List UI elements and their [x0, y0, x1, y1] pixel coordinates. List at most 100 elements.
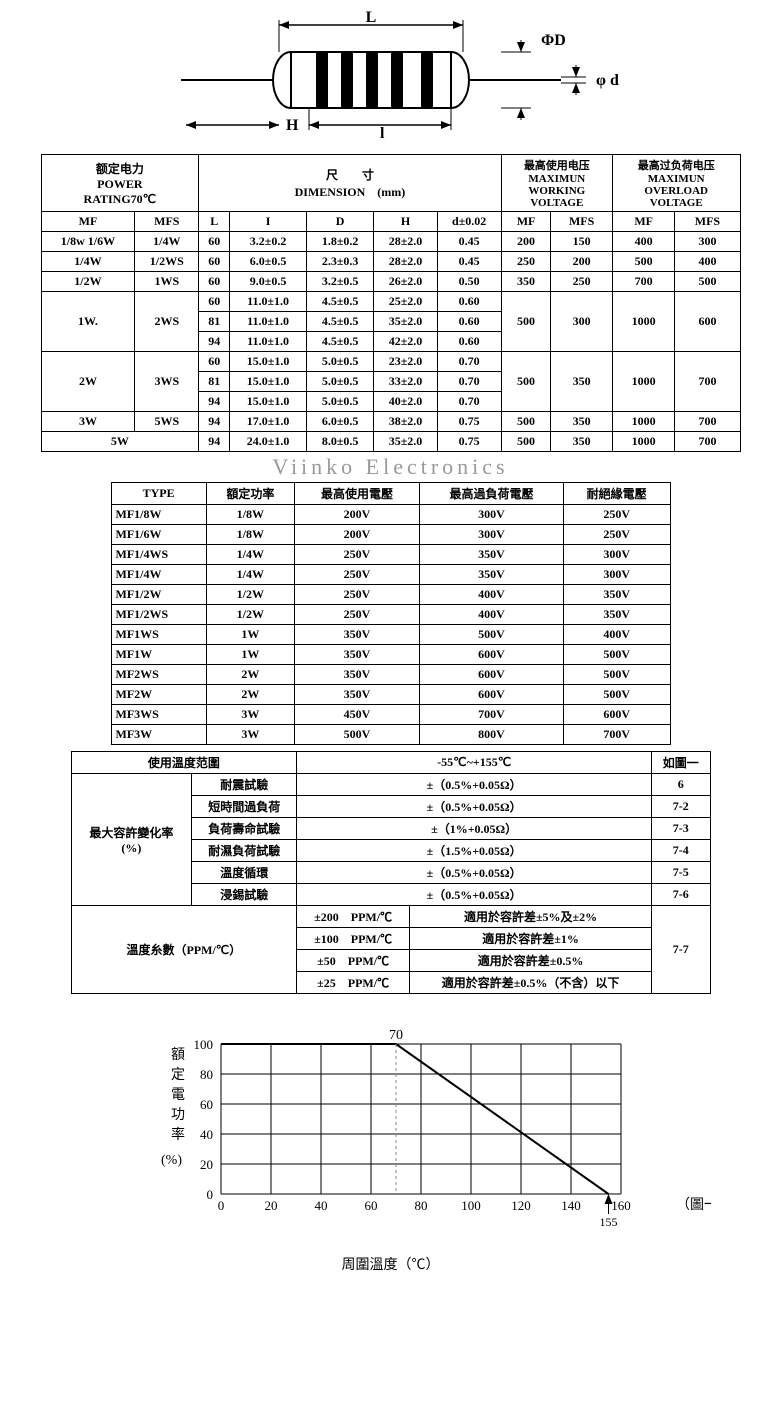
cell: 11.0±1.0 [230, 312, 307, 332]
cell: 700V [420, 705, 564, 725]
cell: 1.8±0.2 [306, 232, 374, 252]
svg-text:0: 0 [217, 1198, 224, 1213]
cell: 500V [563, 685, 670, 705]
cell: 700 [675, 352, 740, 412]
cell: 350V [294, 685, 419, 705]
cell: MF1WS [111, 625, 206, 645]
col-header: 最高使用電壓 [294, 483, 419, 505]
cell: 6.0±0.5 [306, 412, 374, 432]
cell: 500V [563, 665, 670, 685]
cell: 700V [563, 725, 670, 745]
cell: ±200 PPM/℃ [297, 906, 410, 928]
cell: 250V [563, 525, 670, 545]
cell: 0.45 [437, 252, 501, 272]
cell: 500 [501, 412, 551, 432]
cell: 500V [420, 625, 564, 645]
cell: 24.0±1.0 [230, 432, 307, 452]
col-header: L [199, 212, 230, 232]
ppm-header: 溫度糸數（PPM/℃） [71, 906, 297, 994]
cell: 1/2WS [135, 252, 199, 272]
cell: 700 [612, 272, 674, 292]
cell: 600V [420, 645, 564, 665]
cell: ±（0.5%+0.05Ω） [297, 796, 652, 818]
cell: 800V [420, 725, 564, 745]
cell: ±（1.5%+0.05Ω） [297, 840, 652, 862]
cell: 500 [501, 432, 551, 452]
cell: 9.0±0.5 [230, 272, 307, 292]
label-H: H [286, 117, 299, 134]
col-header: 最高過負荷電壓 [420, 483, 564, 505]
cell: 200V [294, 525, 419, 545]
cell: 溫度循環 [192, 862, 297, 884]
cell: 2WS [135, 292, 199, 352]
cell: 400V [420, 605, 564, 625]
cell: 0.60 [437, 332, 501, 352]
cell: 5.0±0.5 [306, 352, 374, 372]
cell: 94 [199, 392, 230, 412]
cell: 17.0±1.0 [230, 412, 307, 432]
svg-text:140: 140 [561, 1198, 581, 1213]
t3-temp-ref: 如圖一 [652, 752, 710, 774]
cell: 60 [199, 272, 230, 292]
cell: MF1/8W [111, 505, 206, 525]
marker-155: 155 [599, 1215, 617, 1229]
svg-text:0: 0 [206, 1187, 213, 1202]
cell: 350V [294, 665, 419, 685]
cell: 350 [551, 432, 613, 452]
cell: 500 [675, 272, 740, 292]
cell: 600V [420, 685, 564, 705]
ylabel: 額 定 電 功 率 (%) [161, 1047, 185, 1168]
cell: 350V [563, 605, 670, 625]
cell: 1/8W [206, 525, 294, 545]
watermark: Viinko Electronics [10, 454, 761, 480]
svg-text:定: 定 [171, 1067, 185, 1083]
t3-temp-label: 使用溫度范圍 [71, 752, 297, 774]
cell: 400V [420, 585, 564, 605]
cell: 200V [294, 505, 419, 525]
cell: 40±2.0 [374, 392, 437, 412]
cell: 250V [294, 605, 419, 625]
cell: 1/8w 1/6W [41, 232, 135, 252]
t3-temp-range: -55℃~+155℃ [297, 752, 652, 774]
cell: 0.70 [437, 372, 501, 392]
cell: 250V [563, 505, 670, 525]
cell: 81 [199, 372, 230, 392]
cell: 400 [675, 252, 740, 272]
cell: 700 [675, 432, 740, 452]
label-phid: φ d [596, 72, 619, 89]
cell: 15.0±1.0 [230, 352, 307, 372]
resistor-diagram: L ΦD φ d H l [10, 10, 761, 144]
cell: 33±2.0 [374, 372, 437, 392]
cell: 3.2±0.5 [306, 272, 374, 292]
cell: 3W [206, 725, 294, 745]
derating-chart: 70 155 100806040200 02040608010012014016… [71, 1024, 711, 1244]
cell: 0.70 [437, 392, 501, 412]
cell: 浸錫試驗 [192, 884, 297, 906]
cell: 300V [563, 545, 670, 565]
cell: ±（0.5%+0.05Ω） [297, 774, 652, 796]
cell: 4.5±0.5 [306, 312, 374, 332]
cell: 350V [294, 625, 419, 645]
cell: 2.3±0.3 [306, 252, 374, 272]
cell: MF1/4W [111, 565, 206, 585]
cell: 7-4 [652, 840, 710, 862]
cell: 8.0±0.5 [306, 432, 374, 452]
cell: 1/4W [206, 545, 294, 565]
cell: 5W [41, 432, 199, 452]
cell: 25±2.0 [374, 292, 437, 312]
cell: 2W [41, 352, 135, 412]
cell: 94 [199, 412, 230, 432]
cell: 38±2.0 [374, 412, 437, 432]
cell: 1000 [612, 432, 674, 452]
col-header: MFS [551, 212, 613, 232]
cell: 7-3 [652, 818, 710, 840]
cell: 500V [563, 645, 670, 665]
cell: 15.0±1.0 [230, 392, 307, 412]
cell: 60 [199, 252, 230, 272]
cell: 1W. [41, 292, 135, 352]
cell: 7-5 [652, 862, 710, 884]
chart-legend: （圖一） [676, 1197, 711, 1213]
cell: 400 [612, 232, 674, 252]
cell: 11.0±1.0 [230, 292, 307, 312]
cell: 35±2.0 [374, 312, 437, 332]
